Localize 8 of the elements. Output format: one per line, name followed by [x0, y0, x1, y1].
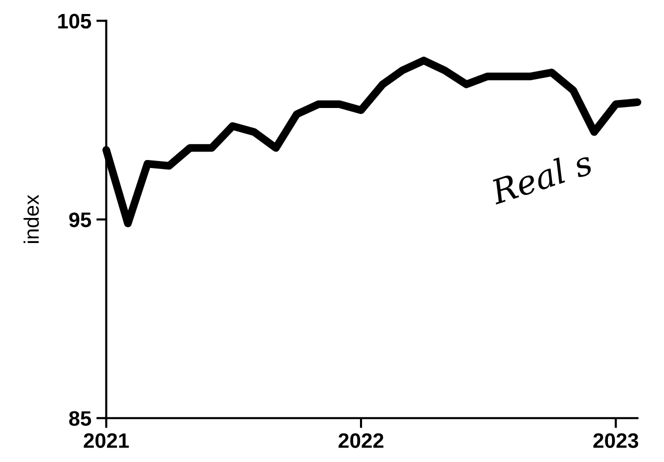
y-tick-label: 105	[58, 14, 92, 29]
y-tick-label: 85	[69, 411, 92, 426]
x-tick-label: 2022	[338, 433, 384, 448]
y-axis-title: index	[24, 194, 39, 243]
annotation: Real s	[488, 148, 594, 205]
y-tick-label: 95	[69, 212, 92, 228]
x-tick-label: 2023	[593, 433, 638, 448]
x-tick-label: 2021	[84, 433, 129, 448]
